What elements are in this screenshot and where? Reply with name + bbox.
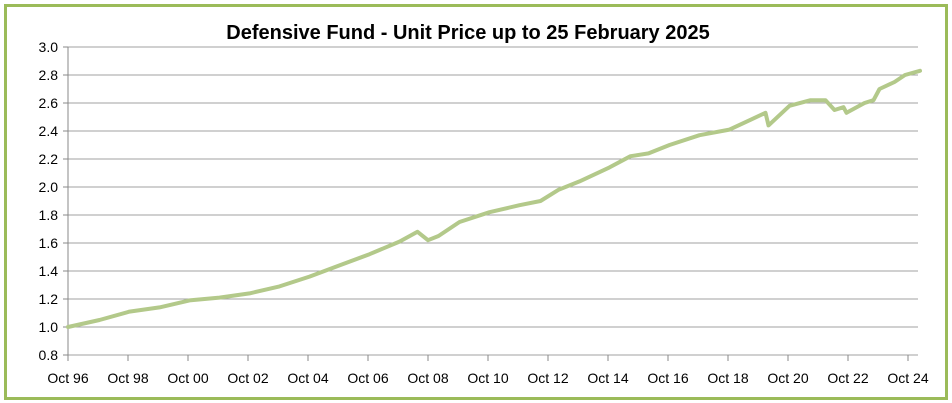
- x-tick-label: Oct 00: [167, 370, 208, 386]
- y-tick-label: 1.6: [39, 235, 59, 251]
- chart-frame: [4, 4, 948, 400]
- y-tick-label: 1.2: [39, 291, 59, 307]
- x-tick-label: Oct 08: [407, 370, 448, 386]
- chart-title: Defensive Fund - Unit Price up to 25 Feb…: [226, 22, 709, 44]
- x-tick-label: Oct 98: [107, 370, 148, 386]
- y-tick-label: 2.2: [39, 151, 59, 167]
- x-tick-label: Oct 06: [347, 370, 388, 386]
- y-tick-label: 3.0: [39, 39, 59, 55]
- y-tick-label: 2.6: [39, 95, 59, 111]
- y-tick-label: 2.8: [39, 67, 59, 83]
- x-tick-label: Oct 04: [287, 370, 328, 386]
- x-tick-label: Oct 12: [527, 370, 568, 386]
- x-tick-label: Oct 20: [767, 370, 808, 386]
- y-tick-label: 1.4: [39, 263, 59, 279]
- x-tick-label: Oct 18: [707, 370, 748, 386]
- x-tick-label: Oct 16: [647, 370, 688, 386]
- x-tick-label: Oct 14: [587, 370, 628, 386]
- y-tick-label: 1.8: [39, 207, 59, 223]
- x-tick-label: Oct 10: [467, 370, 508, 386]
- y-tick-label: 1.0: [39, 319, 59, 335]
- x-tick-label: Oct 96: [47, 370, 88, 386]
- x-tick-label: Oct 02: [227, 370, 268, 386]
- series-line-unit-price: [66, 68, 922, 329]
- y-tick-label: 0.8: [39, 347, 59, 363]
- x-tick-label: Oct 24: [887, 370, 928, 386]
- y-tick-label: 2.4: [39, 123, 59, 139]
- x-tick-label: Oct 22: [827, 370, 868, 386]
- y-tick-label: 2.0: [39, 179, 59, 195]
